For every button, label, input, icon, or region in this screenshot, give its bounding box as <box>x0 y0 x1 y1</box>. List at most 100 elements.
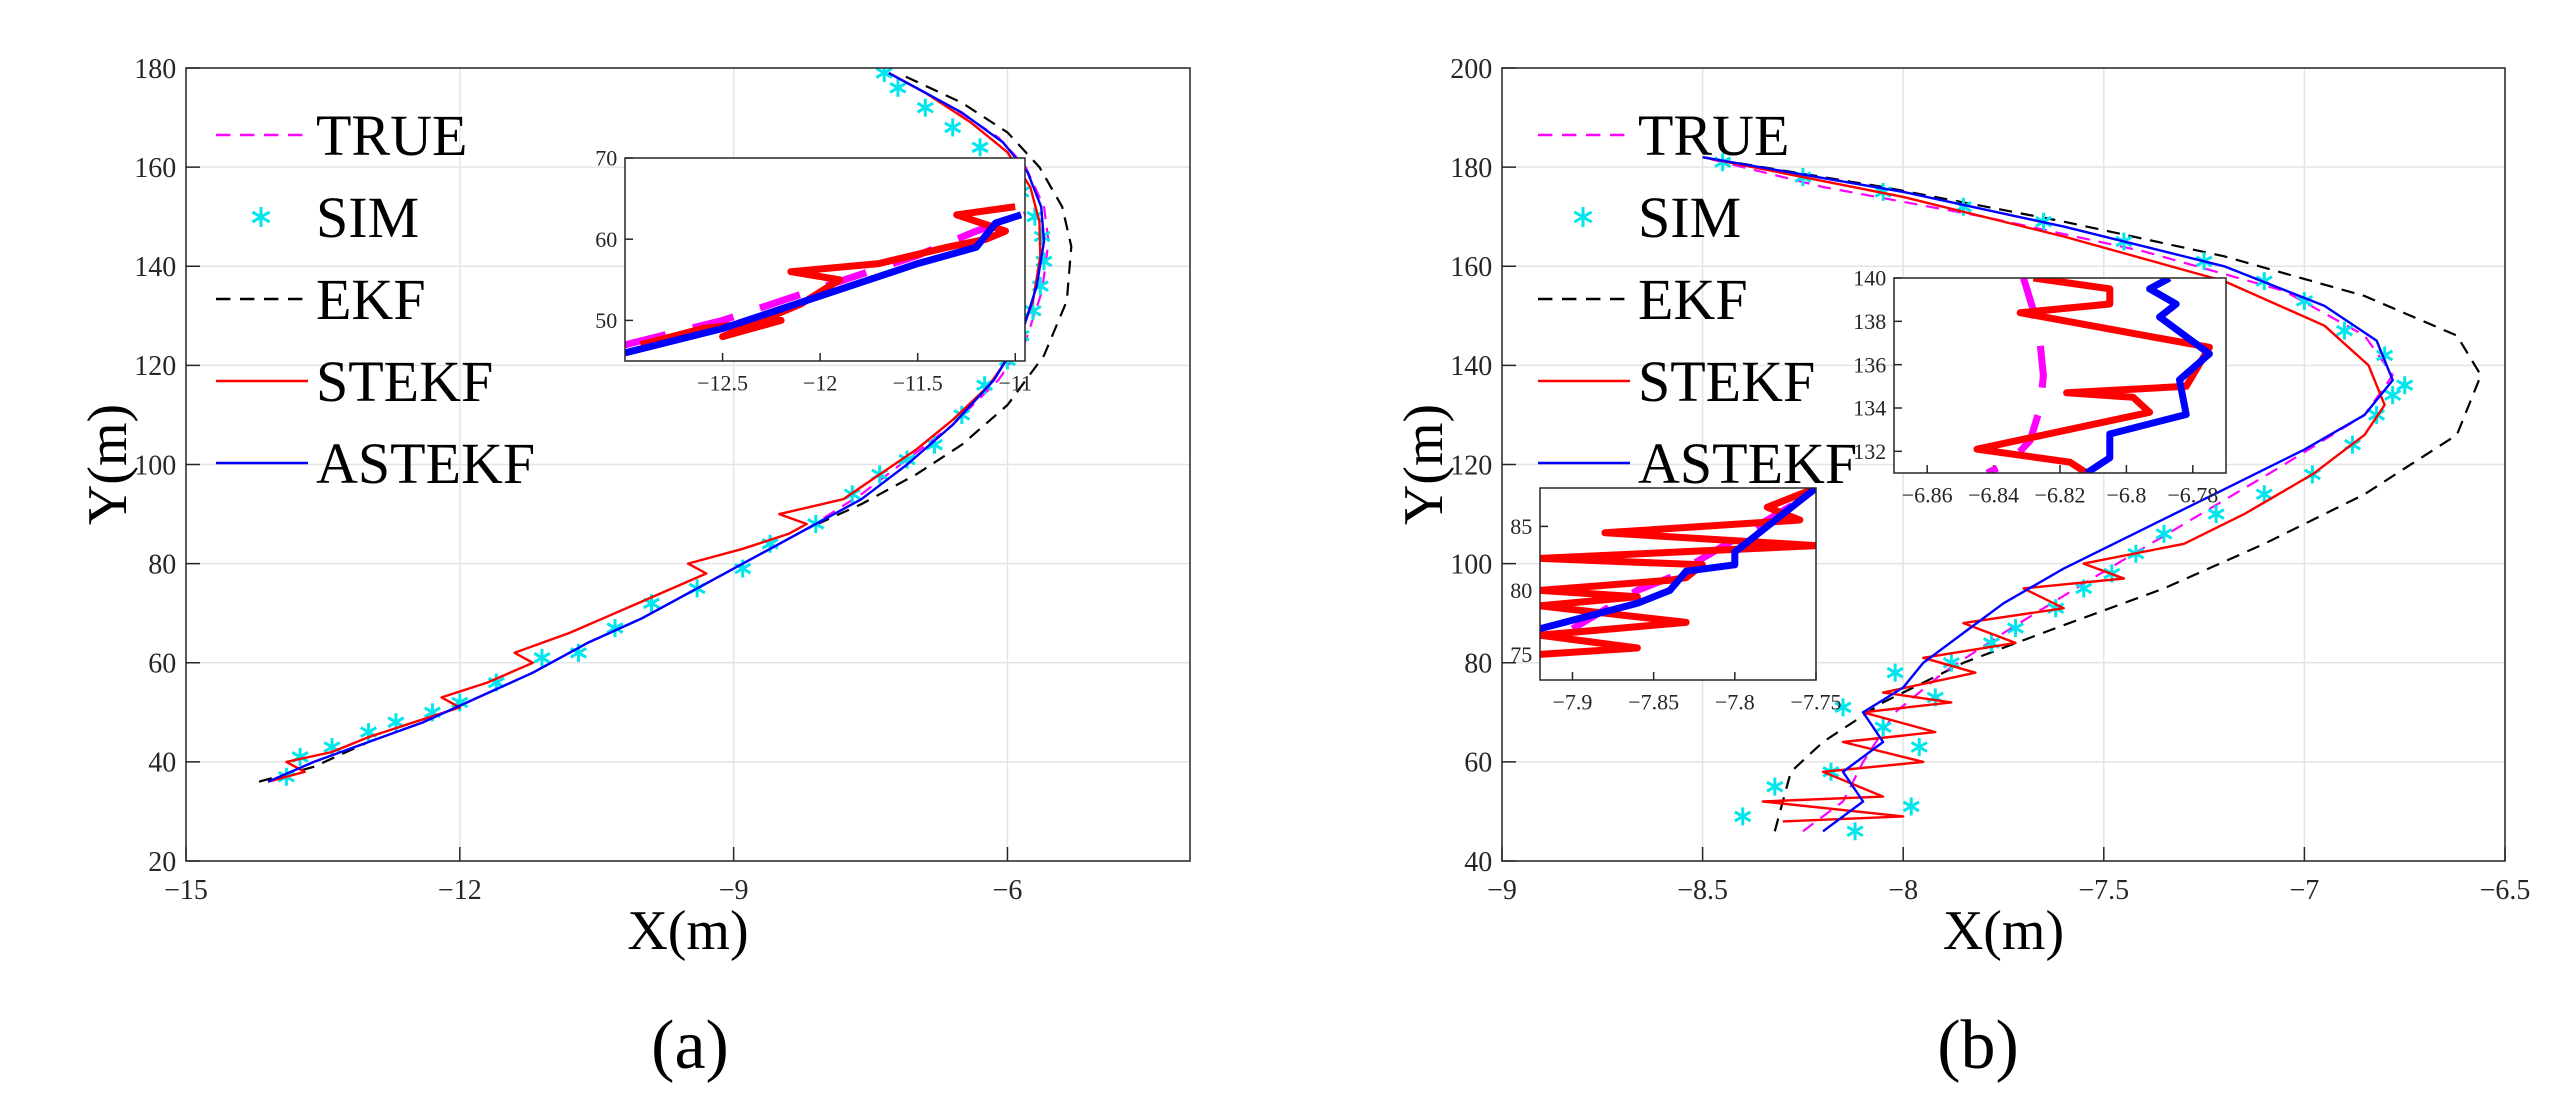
panel-a-point-sim-stroke <box>291 751 309 763</box>
panel-b-point-sim <box>1902 797 1920 816</box>
panel-a-point-sim-stroke <box>944 121 962 134</box>
panel-a-tick-label-y: 140 <box>134 252 176 283</box>
panel-a-tick-label-x: −12 <box>438 875 482 906</box>
panel-b-tick-label-y: 120 <box>1450 450 1492 481</box>
panel-b-inset-1-tick-label-y: 136 <box>1853 352 1886 377</box>
panel-b-inset-1-tick-label-y: 138 <box>1853 309 1886 334</box>
panel-b-tick-label-y: 160 <box>1450 252 1492 283</box>
panel-a-inset-frame <box>624 157 1026 362</box>
panel-b-series-stekf <box>1702 156 2386 823</box>
panel-b-point-sim <box>1846 822 1864 841</box>
panel-b-point-sim-stroke <box>2006 622 2025 634</box>
panel-a-legend: TRUE SIM EKF STEKF ASTEKF <box>216 103 535 496</box>
panel-b-inset-series-group <box>1540 488 1816 658</box>
panel-b-point-sim-stroke <box>2255 488 2273 501</box>
panel-b-point-sim <box>2006 619 2025 638</box>
panel-b-inset-2-tick-label-x: −7.8 <box>1715 690 1755 715</box>
panel-b-inset-1-series-astekf <box>2084 278 2213 473</box>
panel-b-series-astekf <box>1702 156 2394 833</box>
panel-b-point-sim-stroke <box>1942 656 1960 669</box>
panel-b-inset-2-tick-label-y: 85 <box>1510 514 1532 539</box>
panel-a-ylabel: Y(m) <box>77 404 139 525</box>
panel-a-point-sim-stroke <box>533 651 551 664</box>
panel-a-inset-1-series-stekf <box>639 203 1016 349</box>
panel-b-tick-label-x: −7 <box>2290 875 2320 906</box>
panel-b-point-sim-stroke <box>1846 825 1864 838</box>
panel-a-point-sim <box>533 648 551 667</box>
panel-b-point-sim <box>2295 291 2313 310</box>
panel-b-tick-label-y: 180 <box>1450 153 1492 184</box>
panel-b-point-sim-stroke <box>1734 810 1752 823</box>
panel-b-inset-1: −6.86 −6.84 −6.82 −6.8 −6.78 132 134 136 138 140 <box>1853 266 2227 508</box>
panel-b-point-sim-stroke <box>2396 379 2414 391</box>
panel-a-tick-label-y: 100 <box>134 450 176 481</box>
panel-b-point-sim-stroke <box>2155 528 2173 540</box>
panel-b-legend-marker-sim-stroke <box>1573 210 1593 224</box>
panel-b-legend-label-astekf: ASTEKF <box>1638 431 1857 496</box>
panel-a-point-sim-stroke <box>925 438 943 451</box>
panel-a-tick-label-y: 180 <box>134 54 176 85</box>
panel-b-legend: TRUE SIM EKF STEKF ASTEKF <box>1538 103 1857 496</box>
panel-a-legend-marker-sim-stroke <box>251 210 271 224</box>
panel-a-inset-series-group <box>625 203 1025 357</box>
panel-b-tick-label-y: 80 <box>1464 649 1492 680</box>
panel-a-tick-label-x: −9 <box>719 875 749 906</box>
panel-b-inset-2-series-astekf <box>1540 488 1816 633</box>
panel-b-series-group <box>1702 153 2482 841</box>
panel-b-point-sim-stroke <box>2075 582 2093 595</box>
panel-b-tick-label-x: −6.5 <box>2480 875 2531 906</box>
panel-a: −15 −12 −9 −6 20 40 60 80 100 120 140 160 180 X(m) Y(m… <box>77 54 1191 962</box>
panel-a-inset-1-tick-label-x: −12 <box>803 371 837 396</box>
panel-a-point-sim <box>606 619 624 638</box>
panel-b-point-sim-stroke <box>1886 666 1904 679</box>
panel-b-point-sim-stroke <box>2295 295 2313 307</box>
panel-b-point-sim <box>1834 698 1852 717</box>
panel-b-inset-frame <box>1893 277 2227 474</box>
panel-a-point-sim-stroke <box>875 68 893 79</box>
panel-a-legend-label-stekf: STEKF <box>316 349 493 414</box>
panel-a-legend-marker-sim <box>251 207 271 227</box>
panel-b-legend-label-true: TRUE <box>1638 103 1789 168</box>
panel-a-tick-label-x: −6 <box>993 875 1023 906</box>
panel-a-point-sim <box>944 118 962 137</box>
panel-a-tick-label-y: 160 <box>134 153 176 184</box>
panel-a-legend-label-astekf: ASTEKF <box>316 431 535 496</box>
panel-a-inset-1-tick-label-y: 70 <box>595 146 617 171</box>
panel-b: −9 −8.5 −8 −7.5 −7 −6.5 40 60 80 100 120 140 160 180 2… <box>1393 54 2530 962</box>
panel-b-point-sim <box>1910 738 1928 757</box>
panel-a-inset-1: −12.5 −12 −11.5 −11 50 60 70 <box>595 146 1032 396</box>
panel-a-legend-label-ekf: EKF <box>316 267 426 332</box>
panel-a-series-ekf <box>258 72 1073 783</box>
panel-b-tick-label-x: −7.5 <box>2078 875 2129 906</box>
panel-label-a: (a) <box>651 1007 729 1084</box>
panel-b-point-sim-stroke <box>1910 741 1928 753</box>
panel-a-point-sim-stroke <box>976 379 994 391</box>
panel-b-point-sim <box>1874 718 1892 737</box>
panel-a-tick-label-y: 120 <box>134 351 176 382</box>
panel-b-inset-1-series-stekf <box>1973 278 2213 473</box>
panel-a-point-sim <box>916 98 934 117</box>
panel-a-tick-label-y: 80 <box>148 549 176 580</box>
panel-label-b: (b) <box>1937 1007 2019 1084</box>
panel-b-legend-marker-sim <box>1573 207 1593 227</box>
panel-b-point-sim <box>1886 663 1904 682</box>
panel-b-point-sim-stroke <box>2335 324 2354 337</box>
panel-a-point-sim-stroke <box>606 622 624 634</box>
panel-a-inset-1-plot-area <box>625 158 1025 361</box>
panel-b-tick-label-y: 140 <box>1450 351 1492 382</box>
panel-b-legend-label-ekf: EKF <box>1638 267 1748 332</box>
panel-b-point-sim <box>2396 376 2414 395</box>
panel-a-tick-label-y: 40 <box>148 748 176 779</box>
panel-a-tick-label-y: 20 <box>148 847 176 878</box>
panel-a-xlabel: X(m) <box>627 900 748 962</box>
panel-a-point-sim-stroke <box>971 141 989 154</box>
panel-a-point-sim-stroke <box>889 82 907 94</box>
panel-b-inset-2-tick-label-x: −7.75 <box>1791 690 1842 715</box>
panel-a-inset-1-series-true <box>625 211 1025 349</box>
panel-b-legend-label-stekf: STEKF <box>1638 349 1815 414</box>
panel-a-point-sim-stroke <box>898 453 916 466</box>
panel-a-point-sim-stroke <box>451 696 469 709</box>
panel-a-tick-label-x: −15 <box>164 875 208 906</box>
panel-b-series-ekf <box>1702 156 2482 832</box>
